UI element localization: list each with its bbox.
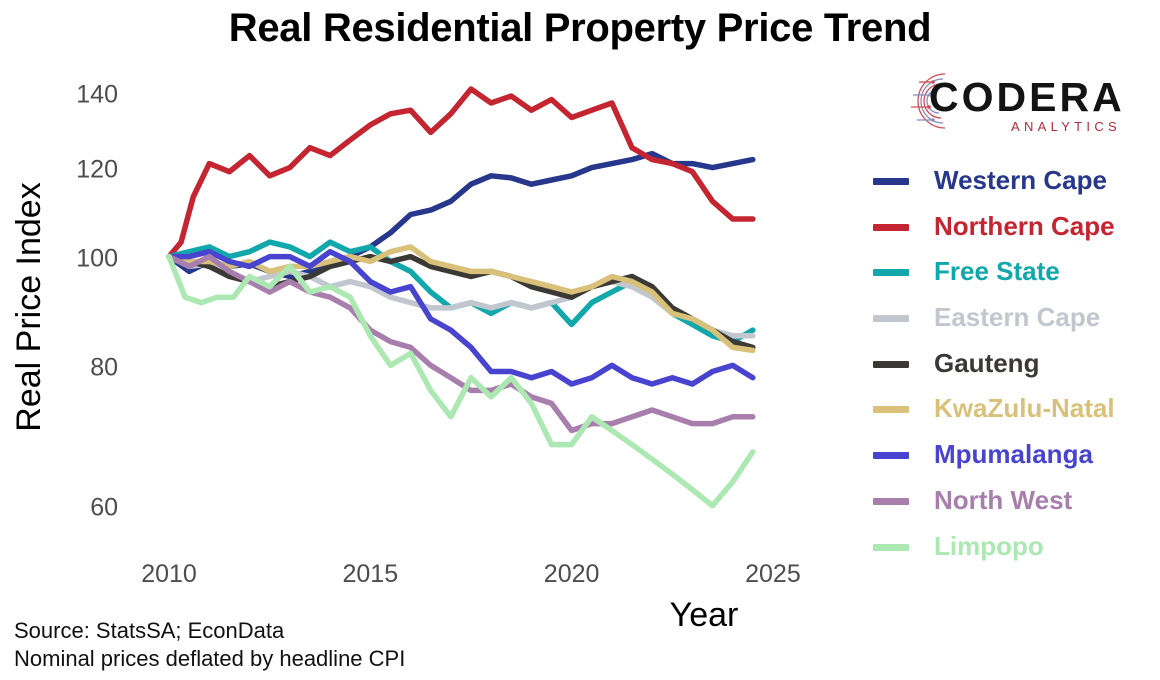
legend-swatch: [873, 406, 909, 414]
x-tick-label: 2025: [745, 560, 801, 588]
x-axis-ticks: 2010 2015 2020 2025: [141, 560, 801, 588]
logo-circuit-icon: [911, 73, 946, 129]
legend-swatch: [873, 360, 909, 368]
legend-label: North West: [934, 484, 1073, 515]
series-line-free-state: [166, 239, 756, 345]
series-line-limpopo: [166, 253, 756, 509]
source-line-1: Source: StatsSA; EconData: [14, 618, 285, 643]
legend-swatch: [873, 315, 909, 323]
y-tick-label: 120: [76, 156, 118, 184]
legend-swatch: [873, 497, 909, 505]
legend-swatch: [873, 543, 909, 551]
legend-swatch: [873, 178, 909, 185]
legend-label: Free State: [934, 256, 1060, 287]
source-note: Source: StatsSA; EconData Nominal prices…: [14, 617, 405, 673]
legend-swatch: [873, 452, 909, 460]
series-lines: [166, 86, 756, 509]
x-axis-label: Year: [670, 596, 739, 634]
series-line-north-west: [166, 253, 756, 434]
legend-label: Gauteng: [934, 347, 1040, 378]
x-tick-label: 2020: [544, 560, 600, 588]
y-tick-label: 60: [90, 494, 118, 522]
y-tick-label: 100: [76, 245, 118, 273]
chart-title: Real Residential Property Price Trend: [228, 6, 932, 50]
series-line-kwazulu-natal: [166, 244, 756, 354]
codera-logo: CODERA ANALYTICS: [905, 62, 1135, 140]
source-line-2: Nominal prices deflated by headline CPI: [14, 646, 406, 671]
logo-wordmark: CODERA: [929, 74, 1125, 120]
legend-label: Northern Cape: [934, 210, 1115, 241]
x-tick-label: 2015: [343, 560, 399, 588]
logo-subtitle: ANALYTICS: [1011, 119, 1121, 134]
legend-label: KwaZulu-Natal: [934, 393, 1115, 424]
series-line-western-cape: [166, 150, 756, 280]
y-axis-label: Real Price Index: [10, 182, 48, 431]
legend-swatch: [873, 269, 909, 277]
y-tick-label: 80: [90, 353, 118, 381]
series-line-northern-cape: [166, 86, 756, 260]
legend-label: Western Cape: [934, 165, 1107, 195]
y-axis-ticks: 60 80 100 120 140: [76, 80, 118, 521]
legend-label: Eastern Cape: [934, 302, 1101, 333]
legend-label: Mpumalanga: [934, 439, 1093, 470]
legend-label: Limpopo: [934, 530, 1044, 561]
series-line-eastern-cape: [166, 253, 756, 339]
y-tick-label: 140: [76, 80, 118, 108]
legend-swatch: [873, 223, 909, 231]
x-tick-label: 2010: [141, 560, 197, 588]
series-line-mpumalanga: [166, 248, 756, 387]
